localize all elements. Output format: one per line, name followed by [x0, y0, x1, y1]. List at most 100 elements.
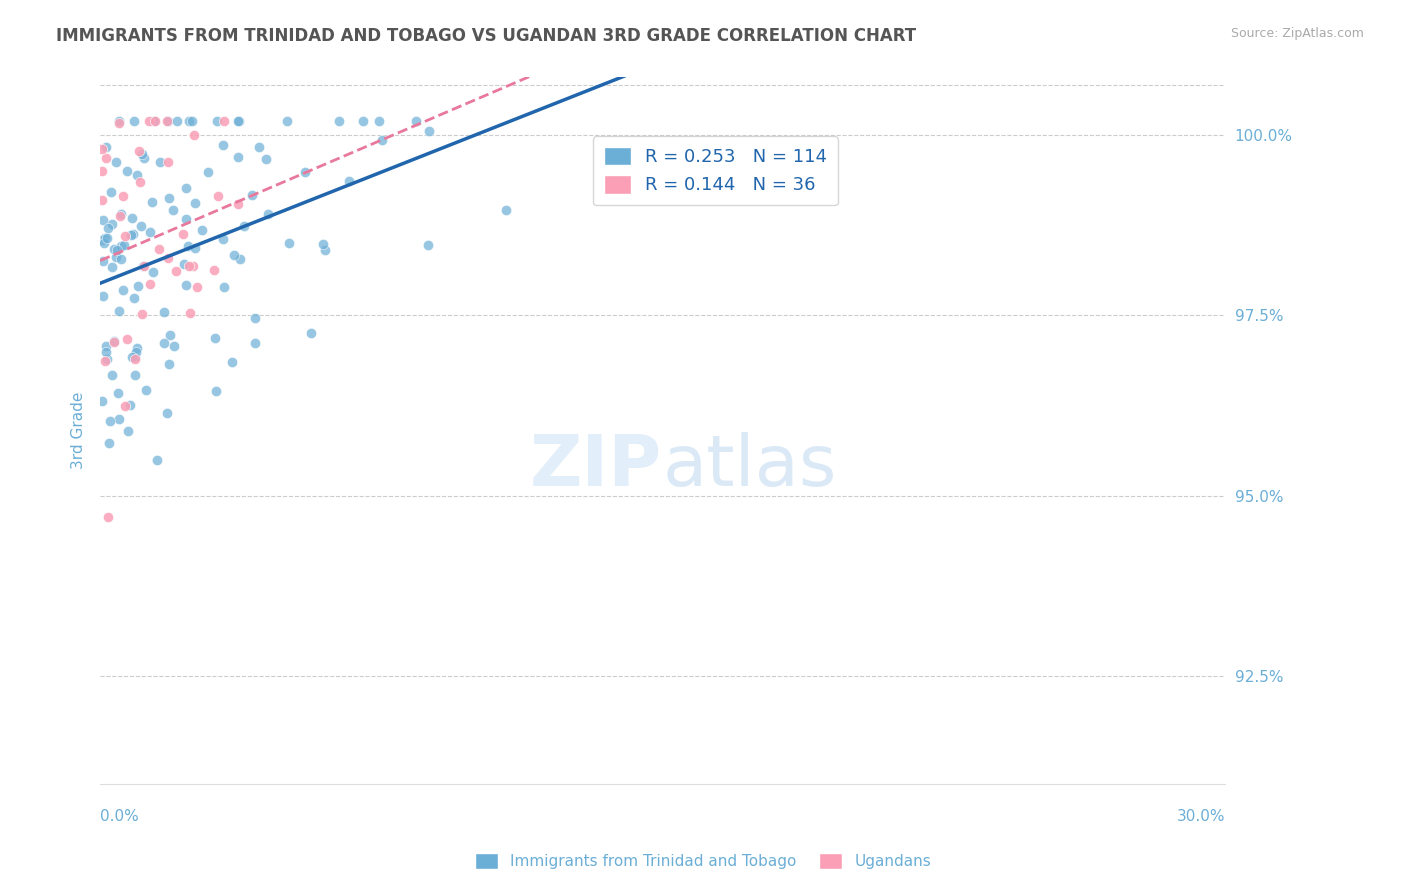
Point: [328, 113, 350, 128]
Point: [180, 113, 202, 128]
Point: [277, 236, 299, 251]
Point: [120, 227, 142, 242]
Point: [94, 354, 117, 368]
Point: [191, 223, 214, 237]
Legend: Immigrants from Trinidad and Tobago, Ugandans: Immigrants from Trinidad and Tobago, Uga…: [468, 847, 938, 875]
Point: [243, 310, 266, 325]
Text: Source: ZipAtlas.com: Source: ZipAtlas.com: [1230, 27, 1364, 40]
Point: [143, 113, 166, 128]
Point: [211, 232, 233, 246]
Point: [91, 142, 114, 156]
Point: [159, 358, 181, 372]
Point: [91, 233, 114, 247]
Point: [93, 235, 115, 250]
Point: [156, 113, 179, 128]
Point: [352, 113, 374, 128]
Point: [367, 113, 389, 128]
Point: [91, 393, 114, 408]
Point: [118, 398, 141, 412]
Text: 0.0%: 0.0%: [100, 809, 139, 824]
Point: [112, 189, 135, 203]
Point: [153, 304, 176, 318]
Point: [211, 138, 233, 153]
Point: [162, 202, 184, 217]
Point: [93, 253, 115, 268]
Point: [101, 260, 124, 274]
Point: [233, 219, 256, 233]
Point: [212, 280, 235, 294]
Point: [146, 453, 169, 467]
Point: [405, 113, 427, 128]
Point: [131, 147, 153, 161]
Point: [110, 252, 132, 266]
Point: [156, 406, 179, 420]
Point: [105, 155, 128, 169]
Point: [97, 436, 120, 450]
Point: [312, 237, 335, 252]
Point: [159, 328, 181, 343]
Point: [179, 260, 201, 274]
Point: [416, 237, 439, 252]
Point: [97, 509, 120, 524]
Point: [111, 283, 134, 297]
Point: [114, 399, 136, 413]
Point: [117, 424, 139, 438]
Point: [256, 207, 278, 221]
Point: [103, 242, 125, 256]
Point: [127, 279, 149, 293]
Point: [177, 239, 200, 253]
Text: 30.0%: 30.0%: [1177, 809, 1225, 824]
Point: [128, 145, 150, 159]
Point: [135, 384, 157, 398]
Point: [114, 238, 136, 252]
Point: [197, 165, 219, 179]
Point: [156, 113, 179, 128]
Point: [107, 385, 129, 400]
Point: [98, 414, 121, 428]
Point: [184, 195, 207, 210]
Point: [228, 113, 250, 128]
Point: [179, 306, 201, 320]
Point: [148, 242, 170, 256]
Point: [103, 335, 125, 350]
Point: [96, 351, 118, 366]
Point: [142, 265, 165, 279]
Point: [243, 335, 266, 350]
Text: atlas: atlas: [662, 432, 837, 500]
Point: [224, 248, 246, 262]
Point: [204, 331, 226, 345]
Point: [214, 113, 236, 128]
Point: [122, 291, 145, 305]
Point: [337, 173, 360, 187]
Point: [91, 213, 114, 227]
Point: [96, 344, 118, 359]
Point: [174, 211, 197, 226]
Point: [172, 227, 194, 241]
Point: [108, 113, 131, 128]
Point: [141, 195, 163, 210]
Point: [149, 155, 172, 169]
Point: [93, 231, 115, 245]
Point: [205, 113, 228, 128]
Point: [115, 332, 138, 346]
Point: [121, 350, 143, 364]
Point: [371, 133, 394, 147]
Point: [226, 197, 249, 211]
Point: [108, 116, 131, 130]
Point: [138, 225, 160, 239]
Point: [105, 250, 128, 264]
Point: [108, 210, 131, 224]
Point: [129, 175, 152, 189]
Point: [299, 326, 322, 340]
Point: [91, 289, 114, 303]
Point: [124, 368, 146, 383]
Point: [202, 263, 225, 277]
Point: [96, 231, 118, 245]
Point: [97, 221, 120, 235]
Point: [110, 238, 132, 252]
Point: [228, 113, 250, 128]
Point: [100, 217, 122, 231]
Point: [91, 193, 114, 207]
Point: [254, 152, 277, 166]
Y-axis label: 3rd Grade: 3rd Grade: [72, 392, 86, 469]
